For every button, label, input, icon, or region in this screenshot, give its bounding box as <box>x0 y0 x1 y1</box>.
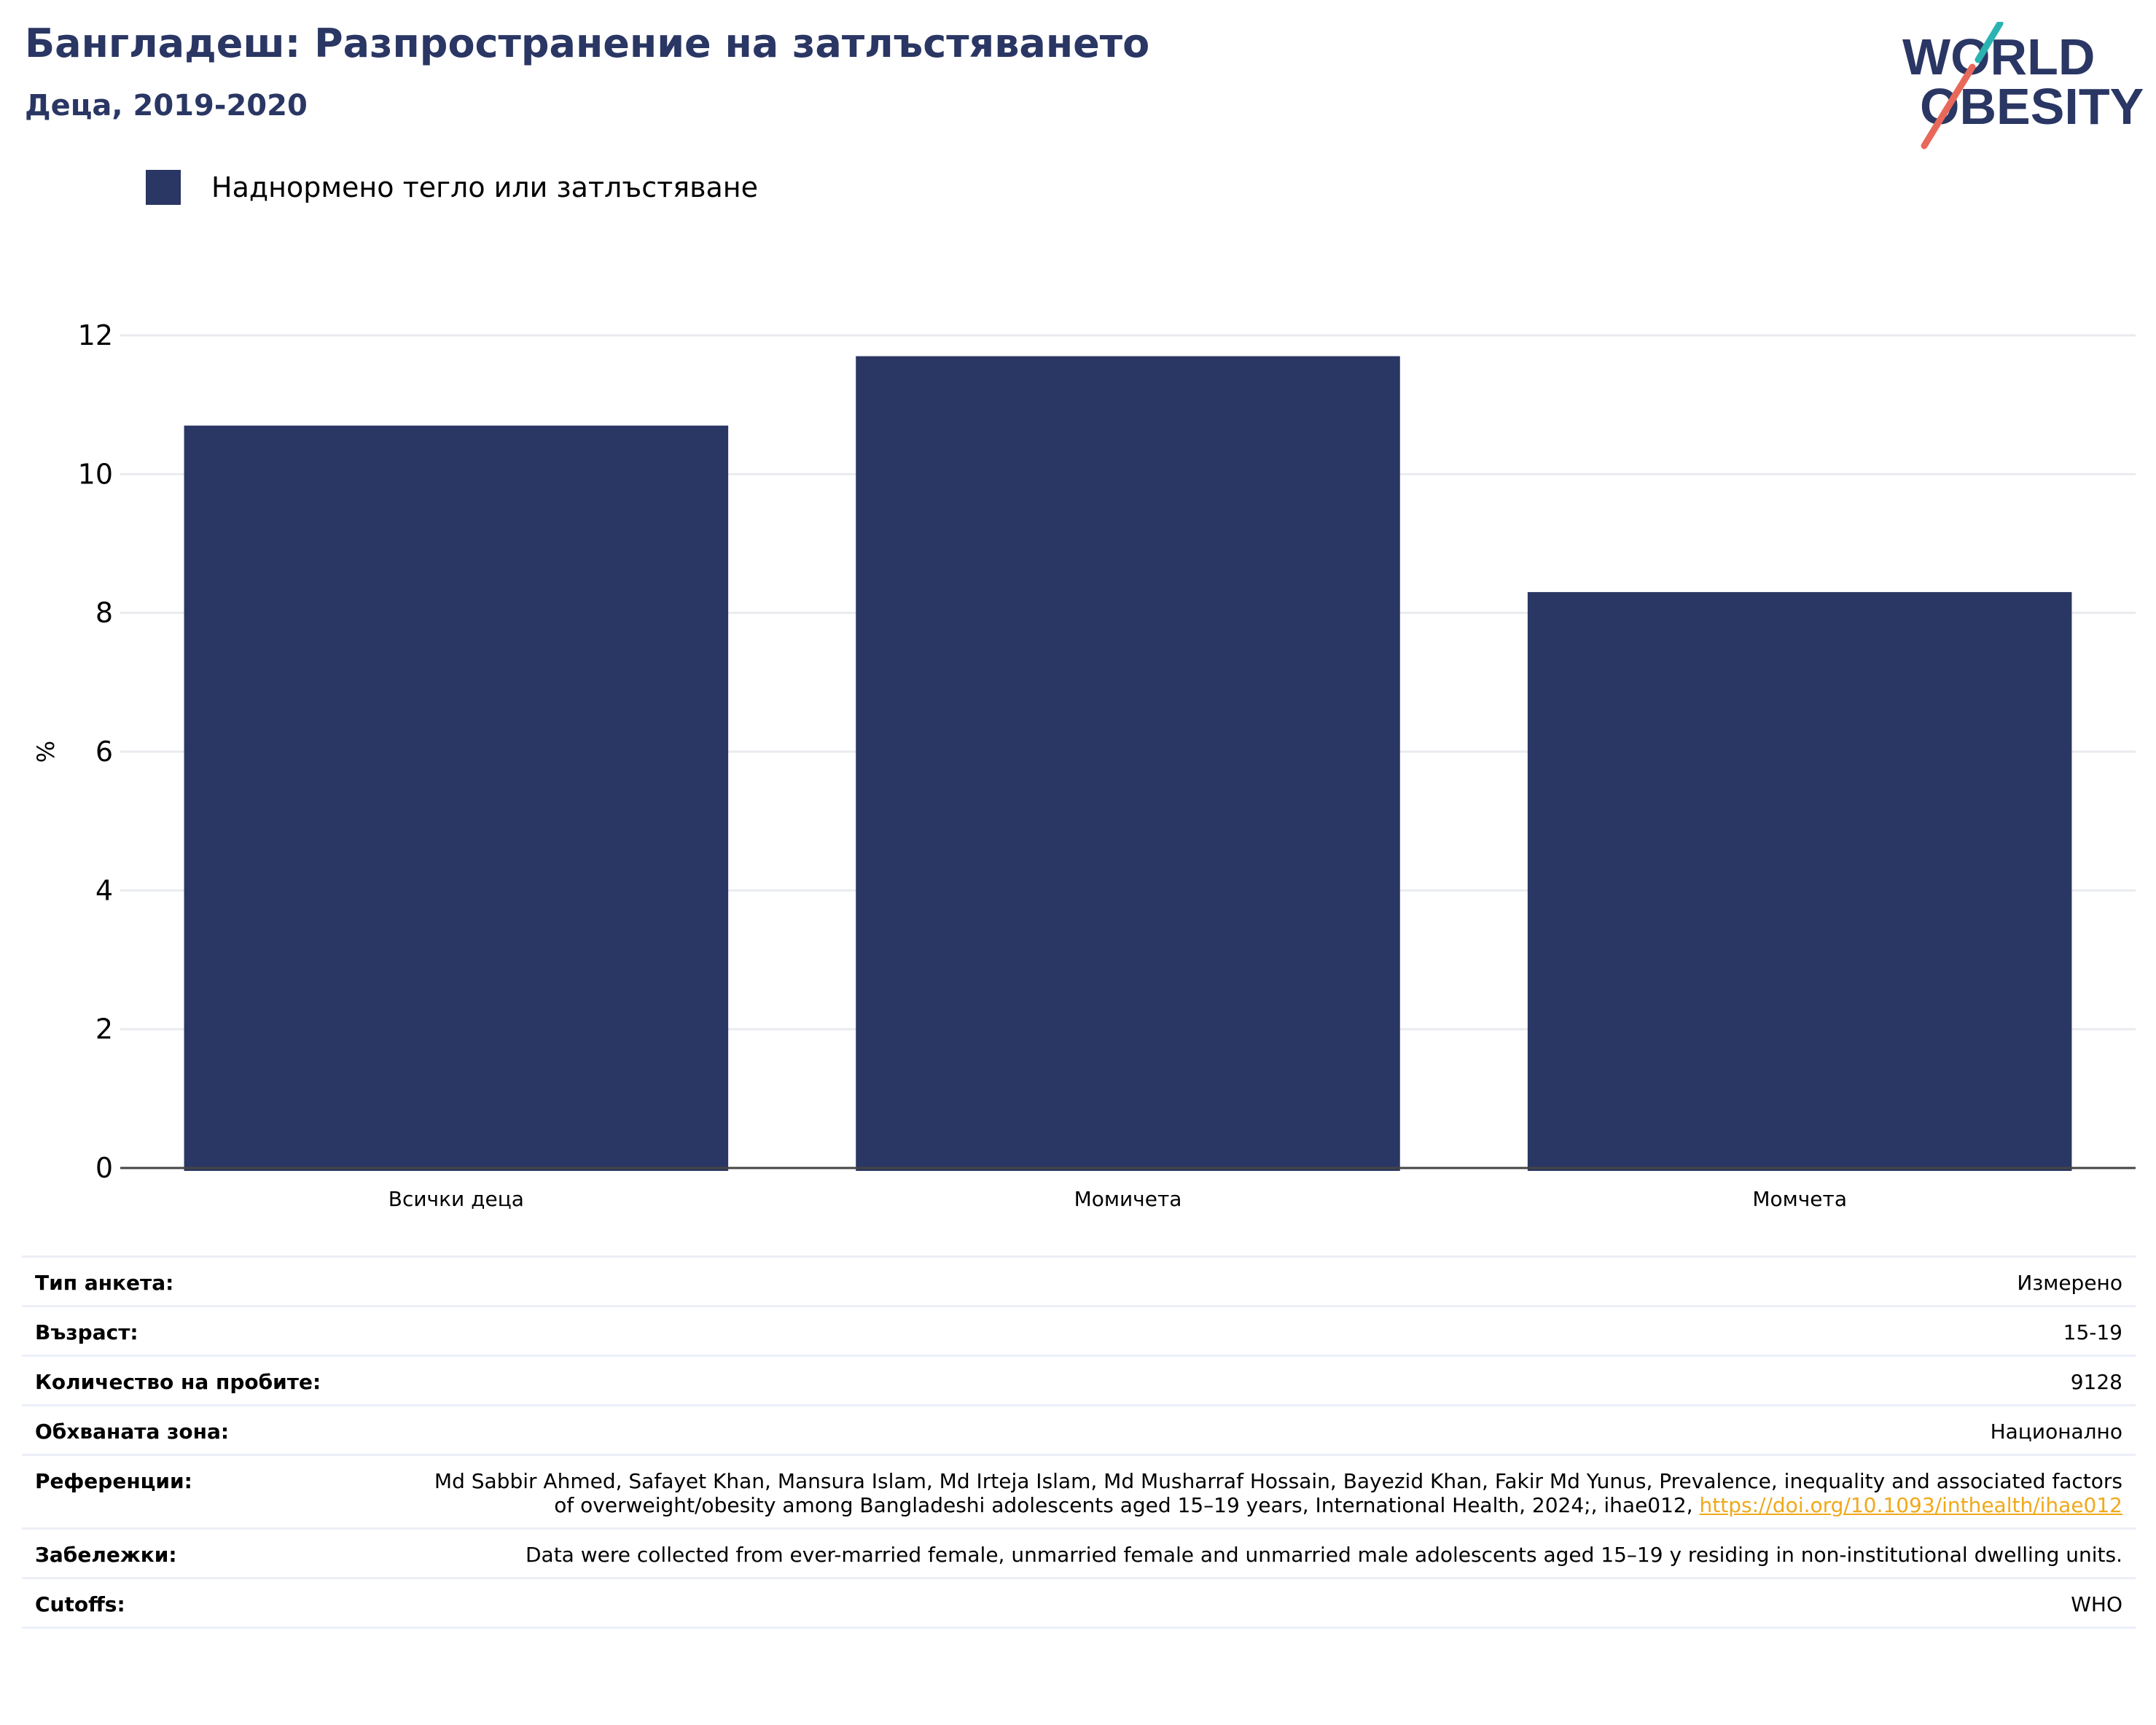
info-row-sample-size: Количество на пробите: 9128 <box>22 1355 2136 1404</box>
info-label: Референции: <box>35 1469 192 1493</box>
logo-text-world: WORLD <box>1902 28 2095 85</box>
y-tick-label: 10 <box>78 458 113 490</box>
survey-info-table: Тип анкета: Измерено Възраст: 15-19 Коли… <box>22 1255 2136 1629</box>
info-label: Обхваната зона: <box>35 1420 230 1444</box>
y-tick-label: 2 <box>95 1013 113 1045</box>
y-tick-label: 8 <box>95 597 113 629</box>
info-row-cutoffs: Cutoffs: WHO <box>22 1577 2136 1629</box>
doi-link[interactable]: https://doi.org/10.1093/inthealth/ihae01… <box>1699 1493 2122 1517</box>
info-row-survey-type: Тип анкета: Измерено <box>22 1255 2136 1305</box>
info-value: Md Sabbir Ahmed, Safayet Khan, Mansura I… <box>410 1469 2122 1517</box>
legend-swatch <box>146 170 181 205</box>
info-row-area-covered: Обхваната зона: Национално <box>22 1404 2136 1454</box>
bar <box>856 356 1400 1171</box>
x-tick-label: Момичета <box>1074 1187 1182 1211</box>
world-obesity-logo: WORLD OBESITY <box>1902 22 2143 149</box>
y-tick-label: 0 <box>95 1152 113 1184</box>
info-value: 15-19 <box>2063 1320 2122 1344</box>
y-tick-label: 12 <box>78 319 113 351</box>
info-value: 9128 <box>2070 1370 2122 1394</box>
info-label: Cutoffs: <box>35 1592 125 1616</box>
x-tick-label: Всички деца <box>388 1187 524 1211</box>
info-row-references: Референции: Md Sabbir Ahmed, Safayet Kha… <box>22 1454 2136 1527</box>
info-label: Количество на пробите: <box>35 1370 321 1394</box>
bar-chart: 0 2 4 6 8 10 12% Всички деца Момичета Момчета <box>32 319 2136 1211</box>
bar <box>184 425 729 1171</box>
info-label: Тип анкета: <box>35 1271 174 1295</box>
info-value: Измерено <box>2017 1271 2122 1295</box>
x-tick-label: Момчета <box>1752 1187 1847 1211</box>
legend-label: Наднормено тегло или затлъстяване <box>211 171 758 203</box>
info-label: Забележки: <box>35 1543 177 1567</box>
y-axis-label: % <box>32 741 60 763</box>
info-value: Национално <box>1990 1420 2122 1444</box>
y-tick-label: 4 <box>95 874 113 906</box>
bar <box>1527 592 2072 1171</box>
reference-text: Md Sabbir Ahmed, Safayet Khan, Mansura I… <box>434 1469 2122 1517</box>
info-row-age: Възраст: 15-19 <box>22 1305 2136 1355</box>
info-row-notes: Забележки: Data were collected from ever… <box>22 1527 2136 1577</box>
y-tick-label: 6 <box>95 736 113 768</box>
info-value: Data were collected from ever-married fe… <box>525 1543 2122 1567</box>
logo-text-obesity: OBESITY <box>1920 78 2143 135</box>
info-value: WHO <box>2071 1592 2122 1616</box>
chart-legend: Наднормено тегло или затлъстяване <box>146 169 758 206</box>
page-subtitle: Деца, 2019-2020 <box>25 89 308 122</box>
info-label: Възраст: <box>35 1320 138 1344</box>
page-title: Бангладеш: Разпространение на затлъстява… <box>25 20 1150 66</box>
